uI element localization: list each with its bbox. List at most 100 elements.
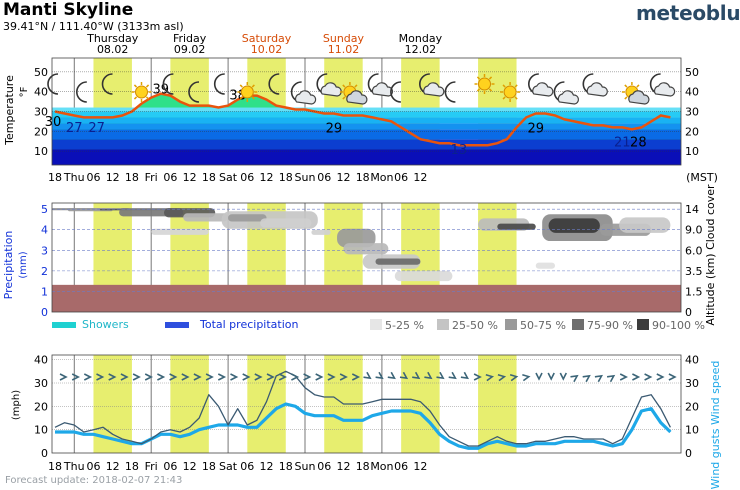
moon-shape xyxy=(268,73,280,95)
cold-band xyxy=(52,129,681,140)
sun-ray xyxy=(624,96,628,100)
precip-tick: 3 xyxy=(41,244,48,257)
cloud-cell xyxy=(548,218,600,233)
time-tick-bottom: 12 xyxy=(336,460,350,473)
moon-shape xyxy=(47,73,59,95)
moon-cloud-icon xyxy=(367,73,394,97)
moon-cloud-icon xyxy=(553,81,580,105)
forecast-update: Forecast update: 2018-02-07 21:43 xyxy=(5,475,183,486)
moon-icon xyxy=(188,81,200,103)
wind-direction-arrow xyxy=(619,373,628,381)
altitude-tick: 9.0 xyxy=(685,224,703,237)
wind-direction-arrow xyxy=(535,372,543,381)
sun-ray xyxy=(488,88,493,92)
temp-value-label: 13 xyxy=(451,143,468,158)
sun-disc xyxy=(135,85,148,99)
wind-direction-arrow xyxy=(169,373,178,381)
time-tick: 18 xyxy=(202,171,216,184)
moon-icon xyxy=(268,73,280,95)
wind-direction-arrow xyxy=(547,372,555,381)
wind-axis-label-right: Wind gusts Wind speed xyxy=(709,361,722,490)
location-title: Manti Skyline xyxy=(3,0,134,20)
moon-icon xyxy=(390,81,401,103)
wind-tick-right: 20 xyxy=(685,400,699,413)
day-name: Thursday xyxy=(86,32,139,45)
time-tick: 18 xyxy=(48,171,62,184)
temp-line xyxy=(54,92,671,147)
cloud-cell xyxy=(394,270,453,282)
precip-tick: 4 xyxy=(41,224,48,237)
temp-value-label: 29 xyxy=(326,121,343,136)
cloud-cell xyxy=(343,243,389,255)
wind-direction-arrow xyxy=(485,373,495,382)
wind-direction-arrow xyxy=(291,373,300,381)
sun-ray xyxy=(624,84,628,88)
altitude-tick: 3.5 xyxy=(685,265,703,278)
time-tick: Fri xyxy=(145,171,158,184)
time-tick-bottom: 06 xyxy=(86,460,100,473)
moon-cloud-icon xyxy=(316,73,342,97)
temp-value-label: 30 xyxy=(45,115,62,130)
sun-icon xyxy=(474,74,495,94)
day-name: Monday xyxy=(399,32,443,45)
wind-direction-arrow xyxy=(387,371,396,380)
wind-tick-left: 10 xyxy=(34,424,48,437)
cloud-shape xyxy=(586,82,608,97)
time-tick: 06 xyxy=(317,171,331,184)
wind-direction-arrow xyxy=(254,373,263,381)
time-tick-bottom: 18 xyxy=(279,460,293,473)
wind-direction-arrow xyxy=(351,373,361,381)
altitude-tick: 1.5 xyxy=(685,285,703,298)
time-tick-bottom: 18 xyxy=(202,460,216,473)
moon-icon xyxy=(444,81,456,103)
wind-direction-arrow xyxy=(242,373,251,381)
time-tick-bottom: 18 xyxy=(125,460,139,473)
time-unit: (MST) xyxy=(686,171,718,184)
cloud-shape xyxy=(423,82,445,97)
time-tick: 18 xyxy=(279,171,293,184)
cloud-shape xyxy=(371,82,394,97)
time-tick: Sat xyxy=(219,171,238,184)
time-tick: Sun xyxy=(295,171,316,184)
precip-axis-unit: (mm) xyxy=(18,251,29,278)
time-tick-bottom: Sat xyxy=(219,460,238,473)
moon-icon xyxy=(76,81,87,103)
temp-value-label: 28 xyxy=(630,135,647,150)
wind-direction-arrow xyxy=(303,373,312,381)
cloud-cell xyxy=(497,223,536,230)
moon-shape xyxy=(162,73,174,95)
altitude-tick: 6.0 xyxy=(685,244,703,257)
wind-direction-arrow xyxy=(570,374,579,383)
cloud-cell xyxy=(228,214,267,222)
wind-direction-arrow xyxy=(144,373,153,381)
moon-cloud-icon xyxy=(419,73,445,97)
time-tick-bottom: 12 xyxy=(183,460,197,473)
cloud-cell xyxy=(337,228,376,248)
wind-direction-arrow xyxy=(108,373,117,381)
temp-tick-right: 50 xyxy=(685,66,699,79)
altitude-axis-label: Altitude (km) Cloud cover xyxy=(704,184,717,326)
time-tick-bottom: 06 xyxy=(317,460,331,473)
moon-shape xyxy=(101,73,113,95)
sun-disc xyxy=(503,85,517,99)
cloud-cell xyxy=(619,217,671,233)
wind-direction-arrow xyxy=(266,373,275,381)
time-tick: 12 xyxy=(336,171,350,184)
wind-direction-arrow xyxy=(509,373,519,382)
meteoblue-logo[interactable]: meteoblue xyxy=(636,1,740,25)
wind-tick-left: 40 xyxy=(34,354,48,367)
cloud-cell xyxy=(183,213,229,222)
temperature-fill xyxy=(52,92,681,165)
cloud-bin-label: 5-25 % xyxy=(385,319,424,332)
precip-tick: 1 xyxy=(41,285,48,298)
wind-direction-arrow xyxy=(363,371,372,380)
moon-icon xyxy=(101,73,113,95)
cloud-shape xyxy=(346,90,368,105)
showers-label: Showers xyxy=(82,318,129,331)
wind-speed-line xyxy=(55,402,672,450)
wind-lines xyxy=(54,370,672,450)
wind-direction-arrow xyxy=(656,373,665,381)
sun-cloud-icon xyxy=(621,82,650,105)
temp-value-label: 27 xyxy=(88,121,105,136)
